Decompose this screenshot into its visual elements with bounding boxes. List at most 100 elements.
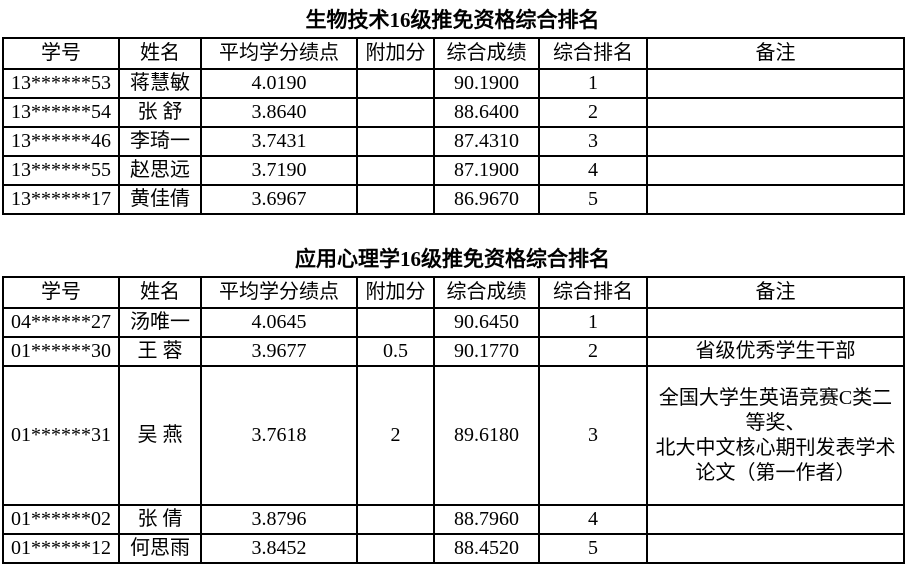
cell-remark: 全国大学生英语竞赛C类二等奖、 北大中文核心期刊发表学术论文（第一作者） — [646, 365, 905, 506]
cell-gpa: 4.0190 — [200, 68, 358, 99]
cell-rank: 4 — [538, 504, 648, 535]
cell-student-id: 13******55 — [2, 155, 120, 186]
cell-rank: 3 — [538, 365, 648, 506]
cell-rank: 2 — [538, 97, 648, 128]
cell-student-id: 13******53 — [2, 68, 120, 99]
cell-student-id: 13******54 — [2, 97, 120, 128]
header-cell-name: 姓名 — [118, 37, 202, 70]
cell-score: 87.1900 — [433, 155, 540, 186]
cell-rank: 3 — [538, 126, 648, 157]
cell-student-id: 01******30 — [2, 336, 120, 367]
cell-student-id: 01******12 — [2, 533, 120, 564]
cell-score: 90.6450 — [433, 307, 540, 338]
cell-score: 88.4520 — [433, 533, 540, 564]
cell-bonus — [356, 504, 435, 535]
cell-name: 蒋慧敏 — [118, 68, 202, 99]
cell-gpa: 3.8452 — [200, 533, 358, 564]
cell-rank: 1 — [538, 68, 648, 99]
cell-remark: 省级优秀学生干部 — [646, 336, 905, 367]
cell-score: 88.7960 — [433, 504, 540, 535]
cell-rank: 2 — [538, 336, 648, 367]
cell-bonus: 2 — [356, 365, 435, 506]
header-cell-score: 综合成绩 — [433, 276, 540, 309]
biotech-ranking-table: 学号 姓名 平均学分绩点 附加分 综合成绩 综合排名 备注 13******53 蒋慧敏 4.0… — [2, 37, 905, 215]
cell-name: 黄佳倩 — [118, 184, 202, 215]
cell-rank: 4 — [538, 155, 648, 186]
cell-score: 90.1770 — [433, 336, 540, 367]
cell-gpa: 3.9677 — [200, 336, 358, 367]
cell-score: 89.6180 — [433, 365, 540, 506]
cell-name: 何思雨 — [118, 533, 202, 564]
header-cell-student-id: 学号 — [2, 37, 120, 70]
cell-name: 吴 燕 — [118, 365, 202, 506]
table-title-biotech: 生物技术16级推免资格综合排名 — [305, 8, 600, 32]
cell-gpa: 3.7431 — [200, 126, 358, 157]
cell-score: 87.4310 — [433, 126, 540, 157]
cell-name: 汤唯一 — [118, 307, 202, 338]
cell-score: 90.1900 — [433, 68, 540, 99]
header-row: 学号 姓名 平均学分绩点 附加分 综合成绩 综合排名 备注 — [2, 37, 905, 70]
cell-gpa: 4.0645 — [200, 307, 358, 338]
cell-remark — [646, 97, 905, 128]
table-row: 01******02 张 倩 3.8796 88.7960 4 — [2, 504, 905, 535]
table-row: 01******12 何思雨 3.8452 88.4520 5 — [2, 533, 905, 564]
cell-name: 李琦一 — [118, 126, 202, 157]
cell-remark — [646, 504, 905, 535]
cell-bonus — [356, 155, 435, 186]
cell-name: 王 蓉 — [118, 336, 202, 367]
cell-student-id: 13******17 — [2, 184, 120, 215]
table-row: 04******27 汤唯一 4.0645 90.6450 1 — [2, 307, 905, 338]
ranking-section-biotech: 生物技术16级推免资格综合排名 学号 姓名 平均学分绩点 附加分 综合成绩 综合排名 备注 … — [2, 0, 905, 215]
cell-remark — [646, 68, 905, 99]
cell-remark — [646, 307, 905, 338]
cell-rank: 5 — [538, 184, 648, 215]
header-cell-bonus: 附加分 — [356, 37, 435, 70]
cell-rank: 5 — [538, 533, 648, 564]
table-row: 13******46 李琦一 3.7431 87.4310 3 — [2, 126, 905, 157]
cell-gpa: 3.8640 — [200, 97, 358, 128]
cell-remark — [646, 533, 905, 564]
cell-student-id: 01******31 — [2, 365, 120, 506]
cell-student-id: 13******46 — [2, 126, 120, 157]
cell-bonus — [356, 307, 435, 338]
cell-bonus: 0.5 — [356, 336, 435, 367]
psychology-ranking-table: 学号 姓名 平均学分绩点 附加分 综合成绩 综合排名 备注 04******27 汤唯一 4.0… — [2, 276, 905, 564]
header-cell-bonus: 附加分 — [356, 276, 435, 309]
table-row: 13******54 张 舒 3.8640 88.6400 2 — [2, 97, 905, 128]
cell-name: 张 舒 — [118, 97, 202, 128]
cell-remark — [646, 155, 905, 186]
table-row: 13******17 黄佳倩 3.6967 86.9670 5 — [2, 184, 905, 215]
cell-gpa: 3.8796 — [200, 504, 358, 535]
cell-bonus — [356, 184, 435, 215]
header-cell-rank: 综合排名 — [538, 276, 648, 309]
cell-gpa: 3.7618 — [200, 365, 358, 506]
cell-gpa: 3.7190 — [200, 155, 358, 186]
cell-remark — [646, 184, 905, 215]
header-cell-rank: 综合排名 — [538, 37, 648, 70]
cell-name: 赵思远 — [118, 155, 202, 186]
table-title-psychology: 应用心理学16级推免资格综合排名 — [295, 247, 610, 271]
cell-bonus — [356, 126, 435, 157]
header-cell-score: 综合成绩 — [433, 37, 540, 70]
header-row: 学号 姓名 平均学分绩点 附加分 综合成绩 综合排名 备注 — [2, 276, 905, 309]
cell-name: 张 倩 — [118, 504, 202, 535]
cell-bonus — [356, 68, 435, 99]
cell-remark — [646, 126, 905, 157]
header-cell-remark: 备注 — [646, 37, 905, 70]
table-row: 01******31 吴 燕 3.7618 2 89.6180 3 全国大学生英语竞赛C类二… — [2, 365, 905, 506]
cell-bonus — [356, 533, 435, 564]
cell-student-id: 01******02 — [2, 504, 120, 535]
header-cell-name: 姓名 — [118, 276, 202, 309]
cell-bonus — [356, 97, 435, 128]
header-cell-student-id: 学号 — [2, 276, 120, 309]
cell-rank: 1 — [538, 307, 648, 338]
header-cell-gpa: 平均学分绩点 — [200, 37, 358, 70]
table-row: 01******30 王 蓉 3.9677 0.5 90.1770 2 省级优秀学生干部 — [2, 336, 905, 367]
ranking-section-psychology: 应用心理学16级推免资格综合排名 学号 姓名 平均学分绩点 附加分 综合成绩 综合排名 备注… — [2, 215, 905, 564]
cell-student-id: 04******27 — [2, 307, 120, 338]
header-cell-remark: 备注 — [646, 276, 905, 309]
cell-gpa: 3.6967 — [200, 184, 358, 215]
header-cell-gpa: 平均学分绩点 — [200, 276, 358, 309]
table-row: 13******53 蒋慧敏 4.0190 90.1900 1 — [2, 68, 905, 99]
